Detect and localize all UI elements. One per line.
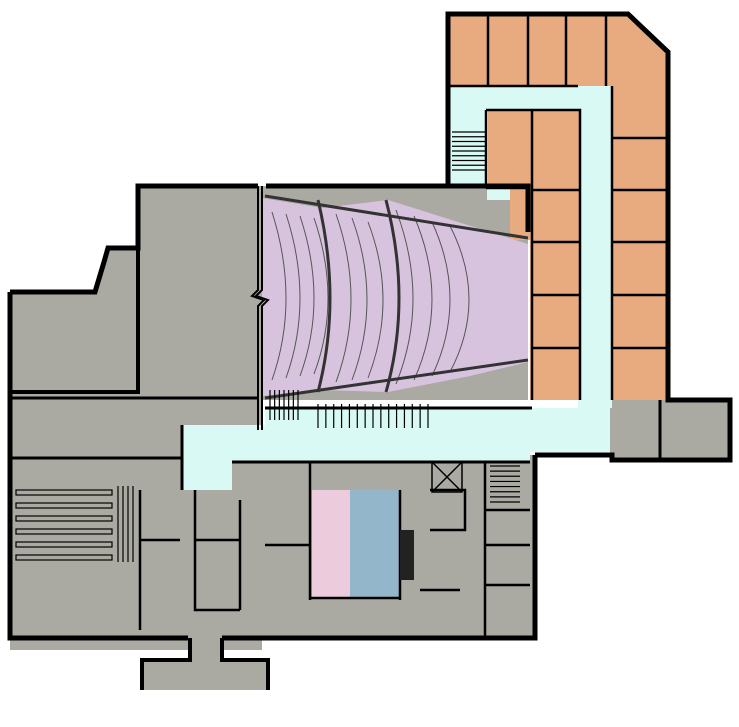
left-stair-rows <box>269 390 299 420</box>
bottom-tee <box>142 630 268 690</box>
elevator <box>431 461 463 493</box>
tee-walls <box>140 638 270 690</box>
aisle <box>316 199 332 393</box>
north-stair <box>452 131 486 171</box>
vertical-corridor <box>578 86 612 408</box>
seat-row <box>431 221 451 377</box>
dark-stair-block <box>400 530 414 580</box>
corridor-north-wall <box>180 406 532 490</box>
bench-row <box>15 554 113 561</box>
pink-room <box>312 490 350 598</box>
theater-top-wall <box>266 183 531 232</box>
east-stair <box>490 465 520 503</box>
seat-row <box>395 209 414 385</box>
bench-rows <box>15 486 134 562</box>
wall-break-line <box>254 186 270 430</box>
seat-row <box>449 225 470 373</box>
blue-room <box>350 490 400 598</box>
seat-row <box>313 217 329 375</box>
theater-aisles <box>264 194 529 400</box>
office-outer-wall <box>445 11 733 463</box>
seat-row <box>271 211 287 381</box>
seat-row <box>413 215 433 381</box>
bench-row <box>15 541 113 548</box>
lower-interior-walls <box>138 462 530 640</box>
theater-rows <box>271 209 470 385</box>
stairs <box>269 131 520 503</box>
seat-row <box>367 221 384 379</box>
bench-row <box>15 528 113 535</box>
office-interior-walls <box>448 14 668 400</box>
seat-row <box>335 213 352 383</box>
wall-break-line <box>250 186 266 430</box>
stage-edge <box>264 194 529 240</box>
interior-wall-2 <box>10 396 258 460</box>
lobby-stair <box>317 404 429 428</box>
seat-row <box>299 215 315 377</box>
outer-wall-bottom-right <box>222 455 538 641</box>
seat-row <box>351 217 368 381</box>
outer-wall-bottom-left <box>7 292 188 641</box>
bench-row <box>15 502 113 509</box>
walls <box>7 11 733 690</box>
stage-edge <box>264 358 529 400</box>
aisle <box>384 199 401 393</box>
main-corridor <box>182 408 610 490</box>
bench-row <box>15 489 113 496</box>
right-annex <box>610 398 730 460</box>
seat-row <box>285 213 301 379</box>
bench-row <box>15 515 113 522</box>
interior-wall-1 <box>10 186 140 394</box>
office-block-inner <box>488 110 580 400</box>
